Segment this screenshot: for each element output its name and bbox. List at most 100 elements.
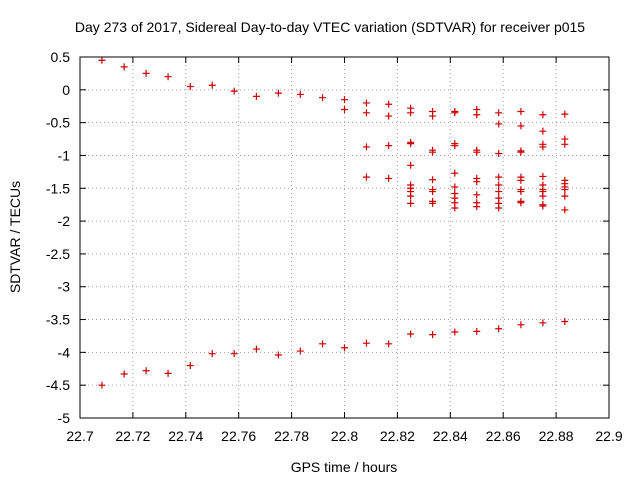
data-point xyxy=(407,161,415,169)
data-point xyxy=(495,204,503,212)
data-point xyxy=(473,111,481,119)
data-point xyxy=(385,174,393,182)
y-axis-tick-labels: 0.5 0 -0.5 -1 -1.5 -2 -2.5 -3 -3.5 -4 -4.5 -5 xyxy=(46,49,70,426)
y-axis-label: SDTVAR / TECUs xyxy=(7,181,23,293)
x-tick-label: 22.7 xyxy=(66,428,93,444)
data-point xyxy=(230,87,238,95)
data-point xyxy=(429,148,437,156)
data-point xyxy=(120,63,128,71)
data-point xyxy=(539,172,547,180)
data-point xyxy=(120,370,128,378)
data-point xyxy=(451,142,459,150)
y-tick-label: -2.5 xyxy=(46,246,70,262)
data-point xyxy=(208,350,216,358)
data-point xyxy=(561,110,569,118)
y-tick-label: -1.5 xyxy=(46,180,70,196)
data-point xyxy=(385,142,393,150)
x-tick-label: 22.76 xyxy=(221,428,256,444)
data-point xyxy=(142,69,150,77)
x-tick-label: 22.8 xyxy=(331,428,358,444)
x-tick-label: 22.78 xyxy=(274,428,309,444)
data-point xyxy=(319,340,327,348)
data-point xyxy=(164,369,172,377)
data-point xyxy=(539,192,547,200)
data-point xyxy=(362,143,370,151)
chart-title: Day 273 of 2017, Sidereal Day-to-day VTE… xyxy=(75,19,585,35)
y-tick-label: -5 xyxy=(58,410,71,426)
x-tick-label: 22.72 xyxy=(115,428,150,444)
data-point xyxy=(473,148,481,156)
data-point xyxy=(407,199,415,207)
y-tick-label: -0.5 xyxy=(46,115,70,131)
x-tick-label: 22.74 xyxy=(168,428,203,444)
data-point xyxy=(274,89,282,97)
data-point xyxy=(451,109,459,117)
data-point xyxy=(296,347,304,355)
y-tick-label: -3 xyxy=(58,279,71,295)
data-point xyxy=(98,56,106,64)
y-tick-label: -3.5 xyxy=(46,312,70,328)
axis-ticks xyxy=(79,56,610,419)
data-point xyxy=(473,178,481,186)
x-tick-label: 22.82 xyxy=(380,428,415,444)
data-point xyxy=(385,100,393,108)
data-point xyxy=(561,186,569,194)
data-point xyxy=(495,173,503,181)
x-axis-tick-labels: 22.7 22.72 22.74 22.76 22.78 22.8 22.82 22.84 22… xyxy=(66,428,622,444)
data-point xyxy=(539,127,547,135)
data-point xyxy=(319,94,327,102)
data-point xyxy=(407,192,415,200)
data-point xyxy=(142,367,150,375)
data-point xyxy=(252,345,260,353)
data-point xyxy=(341,96,348,104)
data-point xyxy=(208,81,216,89)
data-point xyxy=(473,191,481,199)
data-point xyxy=(539,202,547,210)
data-point xyxy=(429,112,437,120)
data-point xyxy=(451,204,459,212)
y-tick-label: -2 xyxy=(58,213,71,229)
data-point xyxy=(385,340,393,348)
data-point xyxy=(539,143,547,151)
data-point xyxy=(495,109,503,117)
data-point xyxy=(341,344,348,352)
data-point xyxy=(296,90,304,98)
x-tick-label: 22.9 xyxy=(595,428,622,444)
data-point xyxy=(517,148,525,156)
data-point xyxy=(495,120,503,128)
data-point xyxy=(495,188,503,196)
data-point xyxy=(517,199,525,207)
data-point xyxy=(429,188,437,196)
data-point xyxy=(517,122,525,130)
data-point xyxy=(561,140,569,148)
data-point xyxy=(407,330,415,338)
data-point xyxy=(252,92,260,100)
data-point xyxy=(429,331,437,339)
data-point xyxy=(561,192,569,200)
x-axis-label: GPS time / hours xyxy=(291,459,398,475)
data-point xyxy=(385,112,393,120)
y-tick-label: -4 xyxy=(58,344,71,360)
data-point xyxy=(407,140,415,148)
x-tick-label: 22.88 xyxy=(539,428,574,444)
data-point xyxy=(407,109,415,117)
data-point xyxy=(495,325,503,333)
data-point xyxy=(362,173,370,181)
data-point xyxy=(186,361,194,369)
data-point xyxy=(362,109,370,117)
data-point xyxy=(561,318,569,326)
data-point xyxy=(274,351,282,359)
data-point xyxy=(98,381,106,389)
data-point xyxy=(517,188,525,196)
data-point xyxy=(473,203,481,211)
data-point xyxy=(495,181,503,189)
data-point xyxy=(495,149,503,157)
data-point xyxy=(451,183,459,191)
data-point xyxy=(451,169,459,177)
y-tick-label: -1 xyxy=(58,147,71,163)
data-point xyxy=(429,176,437,184)
data-point xyxy=(517,176,525,184)
data-points xyxy=(98,56,569,389)
data-point xyxy=(517,321,525,329)
